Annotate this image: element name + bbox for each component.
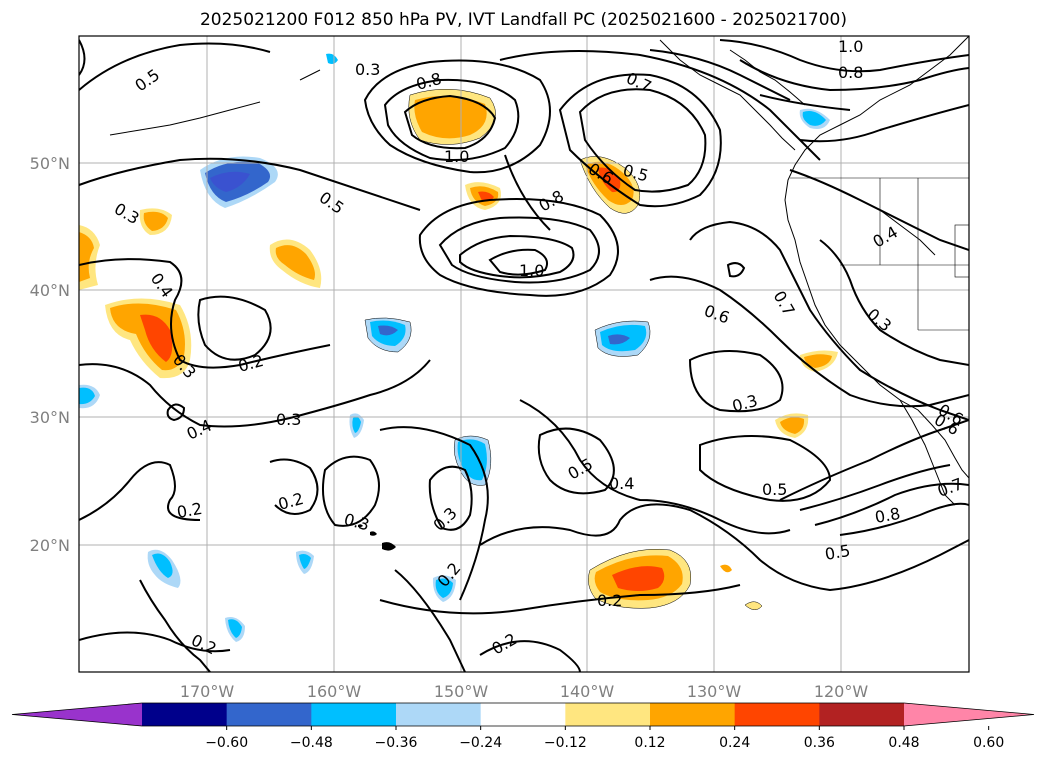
colorbar-bin	[650, 703, 736, 726]
colorbar-extend-max	[904, 703, 1034, 726]
contour-label: 0.5	[762, 480, 787, 499]
hawaii-islands	[358, 524, 396, 551]
colorbar: −0.60 −0.48 −0.36 −0.24 −0.12 0.12 0.24 0.36 0.4…	[11, 702, 1035, 751]
contour-label: 0.5	[823, 541, 851, 564]
colorbar-tick-label: 0.36	[804, 735, 835, 751]
political-borders	[790, 177, 969, 331]
contour-label: 0.2	[597, 591, 622, 610]
contour-lines	[79, 39, 969, 672]
contour-label: 0.4	[609, 474, 634, 493]
lon-label: 140°W	[560, 682, 615, 701]
colorbar-tick-label: −0.12	[544, 735, 587, 751]
colorbar-bin	[226, 703, 312, 726]
colorbar-tick-label: −0.36	[375, 735, 418, 751]
colorbar-bin	[142, 703, 228, 726]
colorbar-tick-label: −0.48	[290, 735, 333, 751]
colorbar-tick-label: 0.60	[973, 735, 1004, 751]
map-border	[78, 35, 970, 673]
colorbar-bin	[565, 703, 651, 726]
contour-label: 0.8	[873, 504, 901, 527]
graticule	[79, 36, 969, 672]
colorbar-outline	[11, 702, 1035, 727]
colorbar-tick-label: 0.48	[888, 735, 919, 751]
map-title: 2025021200 F012 850 hPa PV, IVT Landfall…	[199, 10, 847, 30]
lon-label: 160°W	[307, 682, 362, 701]
colorbar-tick-label: 0.24	[719, 735, 750, 751]
lat-label: 20°N	[30, 536, 70, 555]
colorbar-bin	[396, 703, 482, 726]
lon-label: 170°W	[180, 682, 235, 701]
contour-label: 0.3	[355, 60, 380, 79]
colorbar-bin	[480, 703, 566, 726]
lat-label: 50°N	[30, 154, 70, 173]
shaded-anomaly-fields	[79, 53, 838, 642]
latitude-labels: 50°N 40°N 30°N 20°N	[30, 154, 70, 555]
contour-label: 0.8	[838, 63, 863, 82]
contour-label: 1.0	[519, 261, 544, 280]
colorbar-extend-min	[12, 703, 142, 726]
lon-label: 150°W	[434, 682, 489, 701]
lat-label: 40°N	[30, 281, 70, 300]
colorbar-tick-label: −0.24	[459, 735, 502, 751]
contour-label: 0.3	[276, 410, 301, 429]
colorbar-tick-label: −0.60	[205, 735, 248, 751]
lon-label: 120°W	[814, 682, 869, 701]
lon-label: 130°W	[687, 682, 742, 701]
longitude-labels: 170°W 160°W 150°W 140°W 130°W 120°W	[180, 682, 869, 701]
colorbar-bin	[311, 703, 397, 726]
contour-label: 1.0	[444, 147, 469, 166]
colorbar-bin	[819, 703, 905, 726]
colorbar-tick-label: 0.12	[634, 735, 665, 751]
contour-label: 0.2	[175, 499, 203, 522]
lat-label: 30°N	[30, 408, 70, 427]
colorbar-bin	[734, 703, 820, 726]
contour-label: 1.0	[838, 37, 863, 56]
